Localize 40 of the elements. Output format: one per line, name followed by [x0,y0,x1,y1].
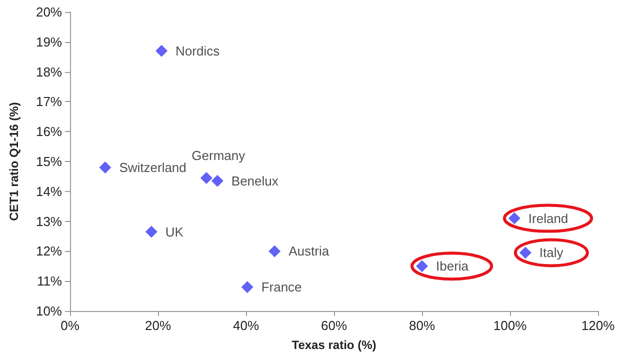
point [200,172,212,184]
y-tick-label: 13% [36,214,62,229]
point [241,281,254,294]
x-tick-label: 120% [581,318,616,333]
point [211,174,224,187]
x-tick-label: 60% [320,318,348,333]
point [416,260,428,272]
annotation: Nordics [176,43,220,58]
point [145,226,158,238]
x-tick-label: 0% [60,318,80,333]
annotation: Switzerland [119,160,186,175]
y-axis-title: CET1 ratio Q1-16 (%) [7,102,21,221]
point [156,44,168,57]
y-tick-label: 14% [36,184,62,199]
point [99,161,112,174]
y-tick-label: 12% [36,244,62,259]
x-axis-title: Texas ratio (%) [292,338,376,352]
annotation: Iberia [436,258,470,274]
annotation: Benelux [231,173,279,188]
annotation: Germany [192,148,246,163]
annotation: Italy [539,245,564,260]
x-tick-label: 40% [232,318,260,333]
y-tick-label: 10% [36,304,62,318]
y-tick-label: 19% [36,34,62,50]
y-tick-label: 16% [36,124,62,140]
x-tick-label: 20% [144,318,172,333]
x-tick-label: 100% [493,318,528,333]
annotation: Ireland [528,210,568,226]
point [508,212,520,224]
annotation: UK [165,224,184,240]
y-tick-label: 17% [36,94,62,110]
x-tick-label: 80% [408,318,436,333]
annotation: France [261,280,302,295]
y-tick-label: 18% [36,64,62,80]
annotation: Austria [288,244,330,259]
y-tick-label: 11% [36,274,62,289]
y-tick-label: 20% [36,4,62,20]
point [519,246,532,259]
y-tick-label: 15% [36,154,62,169]
point [268,245,281,258]
